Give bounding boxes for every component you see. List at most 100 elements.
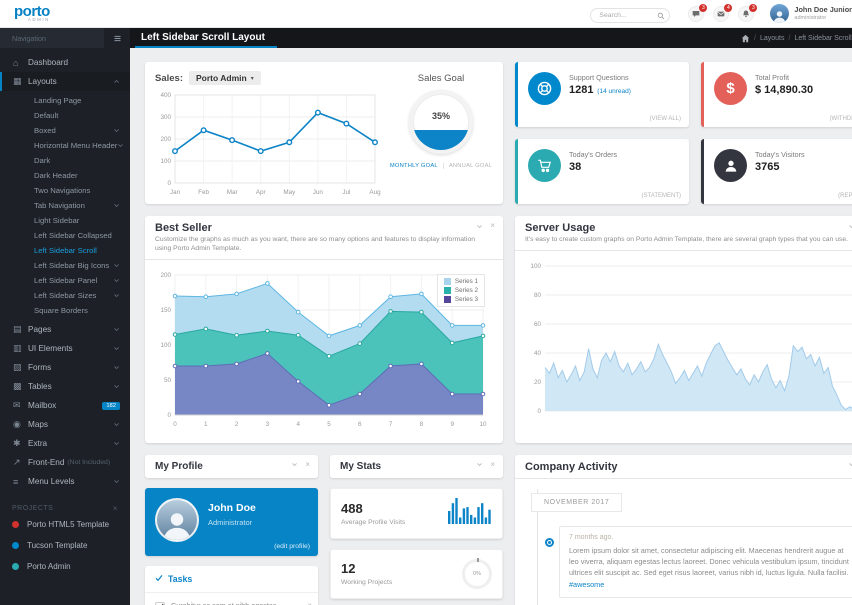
user-menu[interactable]: John Doe Junior administrator	[770, 4, 852, 23]
breadcrumb-layouts[interactable]: Layouts	[750, 35, 785, 42]
close-icon[interactable]: ×	[490, 221, 495, 230]
sidebar-item-forms[interactable]: ▧ Forms	[0, 358, 130, 377]
chat-button[interactable]: 3	[688, 3, 708, 22]
sidebar-item-left-sidebar-scroll[interactable]: Left Sidebar Scroll	[0, 243, 130, 258]
chevron-down-icon: ▾	[250, 75, 254, 82]
sidebar-item-pages[interactable]: ▤ Pages	[0, 320, 130, 339]
monthly-goal-link[interactable]: MONTHLY GOAL	[389, 163, 438, 169]
home-icon[interactable]	[741, 34, 750, 43]
svg-text:0: 0	[537, 408, 541, 415]
layouts-icon: ▦	[13, 76, 22, 86]
check-icon	[155, 574, 163, 584]
sales-dropdown-value: Porto Admin	[196, 73, 247, 83]
legend-item: Series 3	[443, 295, 478, 303]
sidebar-item-dark-header[interactable]: Dark Header	[0, 168, 130, 183]
front-end-icon: ↗	[13, 457, 21, 467]
project-item-porto-html5-template[interactable]: Porto HTML5 Template	[0, 515, 130, 534]
chevron-down-icon	[117, 142, 124, 149]
panel-subtitle: Customize the graphs as much as you want…	[155, 236, 476, 252]
chevron-down-icon	[113, 326, 120, 333]
sidebar-item-label: UI Elements	[28, 344, 73, 353]
sidebar-item-boxed[interactable]: Boxed	[0, 123, 130, 138]
panel-title: My Profile	[155, 460, 203, 472]
task-item[interactable]: Curabitur ac sem at nibh egestas urabitu…	[145, 591, 318, 605]
sidebar-item-dark[interactable]: Dark	[0, 153, 130, 168]
stat-card-today-s-visitors[interactable]: Today's Visitors 3765 (REPORT)	[701, 139, 852, 204]
stat-card-link[interactable]: (STATEMENT)	[641, 193, 681, 199]
stat-card-link[interactable]: (VIEW ALL)	[649, 116, 681, 122]
collapse-icon[interactable]	[476, 461, 483, 468]
breadcrumb-current: Left Sidebar Scroll	[784, 35, 851, 42]
sidebar-item-left-sidebar-collapsed[interactable]: Left Sidebar Collapsed	[0, 228, 130, 243]
search-input[interactable]	[590, 8, 671, 23]
sidebar-item-landing-page[interactable]: Landing Page	[0, 93, 130, 108]
sidebar-item-tables[interactable]: ▩ Tables	[0, 377, 130, 396]
stat-card-total-profit[interactable]: $ Total Profit $ 14,890.30 (WITHDRAW)	[701, 62, 852, 127]
sidebar-item-two-navigations[interactable]: Two Navigations	[0, 183, 130, 198]
close-icon[interactable]: ×	[305, 459, 310, 469]
stat-card-link[interactable]: (REPORT)	[838, 193, 852, 199]
sidebar-item-label: Maps	[28, 420, 49, 429]
progress-gauge: 0%	[462, 557, 492, 589]
page-title: Left Sidebar Scroll Layout	[135, 28, 277, 48]
sidebar-item-front-end[interactable]: ↗ Front-End (Not Included)	[0, 453, 130, 472]
panel-tools: ×	[476, 459, 495, 469]
sidebar-item-left-sidebar-big-icons[interactable]: Left Sidebar Big Icons	[0, 258, 130, 273]
search-icon[interactable]	[657, 7, 665, 25]
logo[interactable]: porto admin	[14, 4, 50, 23]
sales-dropdown[interactable]: Porto Admin ▾	[189, 71, 261, 85]
sidebar-item-extra[interactable]: ✱ Extra	[0, 434, 130, 453]
sidebar-item-horizontal-menu-header[interactable]: Horizontal Menu Header	[0, 138, 130, 153]
sidebar-item-left-sidebar-sizes[interactable]: Left Sidebar Sizes	[0, 288, 130, 303]
close-icon[interactable]: ×	[490, 459, 495, 469]
sidebar-toggle-button[interactable]	[104, 28, 130, 48]
bars-sparkline	[448, 497, 492, 529]
timeline-entry: 7 months ago. Lorem ipsum dolor sit amet,…	[545, 525, 852, 598]
project-item-porto-admin[interactable]: Porto Admin	[0, 557, 130, 576]
sidebar-item-tab-navigation[interactable]: Tab Navigation	[0, 198, 130, 213]
sales-goal-knob[interactable]: 35%	[409, 90, 473, 154]
sidebar-item-dashboard[interactable]: ⌂ Dashboard	[0, 53, 130, 72]
close-icon[interactable]: ×	[307, 600, 312, 605]
collapse-icon[interactable]	[291, 461, 298, 468]
task-checkbox[interactable]	[155, 601, 165, 605]
collapse-icon[interactable]	[848, 223, 852, 230]
sidebar-item-ui-elements[interactable]: ▥ UI Elements	[0, 339, 130, 358]
panel-tools: ×	[476, 222, 495, 230]
project-item-tucson-template[interactable]: Tucson Template	[0, 536, 130, 555]
svg-text:5: 5	[327, 421, 331, 428]
stat-card-support-questions[interactable]: Support Questions 1281 (14 unread) (VIEW A…	[515, 62, 689, 127]
envelope-button[interactable]: 4	[713, 3, 733, 22]
sidebar-item-menu-levels[interactable]: ≡ Menu Levels	[0, 472, 130, 491]
sidebar-item-square-borders[interactable]: Square Borders	[0, 303, 130, 318]
stat-card-today-s-orders[interactable]: Today's Orders 38 (STATEMENT)	[515, 139, 689, 204]
sidebar-item-mailbox[interactable]: ✉ Mailbox 182	[0, 396, 130, 415]
svg-text:Jan: Jan	[170, 189, 181, 196]
stat-box-value: 488	[341, 500, 363, 516]
sidebar-item-left-sidebar-panel[interactable]: Left Sidebar Panel	[0, 273, 130, 288]
stat-card-link[interactable]: (WITHDRAW)	[829, 116, 852, 122]
activity-timeline: NOVEMBER 2017 7 months ago. Lorem ipsum d…	[515, 479, 852, 605]
hashtag-link[interactable]: #awesome	[569, 579, 605, 589]
bell-button[interactable]: 3	[738, 3, 758, 22]
sidebar-item-label: Horizontal Menu Header	[34, 141, 118, 150]
edit-profile-link[interactable]: (edit profile)	[274, 542, 310, 550]
sidebar-item-light-sidebar[interactable]: Light Sidebar	[0, 213, 130, 228]
collapse-icon[interactable]	[476, 223, 483, 230]
sidebar-item-layouts[interactable]: ▦ Layouts	[0, 72, 130, 91]
close-icon[interactable]: ×	[112, 504, 118, 513]
sidebar-item-default[interactable]: Default	[0, 108, 130, 123]
svg-text:150: 150	[160, 307, 171, 314]
panel-title: Best Seller	[155, 222, 212, 234]
tables-icon: ▩	[13, 381, 22, 391]
stats-grid: Support Questions 1281 (14 unread) (VIEW A…	[515, 62, 852, 204]
sidebar-item-label: Two Navigations	[34, 186, 91, 195]
collapse-icon[interactable]	[848, 461, 852, 468]
sidebar-item-label: Dark Header	[34, 171, 78, 180]
annual-goal-link[interactable]: ANNUAL GOAL	[442, 163, 492, 169]
sidebar-item-maps[interactable]: ◉ Maps	[0, 415, 130, 434]
sidebar-item-label: Left Sidebar Panel	[34, 276, 98, 285]
sales-label: Sales:	[155, 72, 183, 84]
person-icon	[714, 149, 747, 182]
